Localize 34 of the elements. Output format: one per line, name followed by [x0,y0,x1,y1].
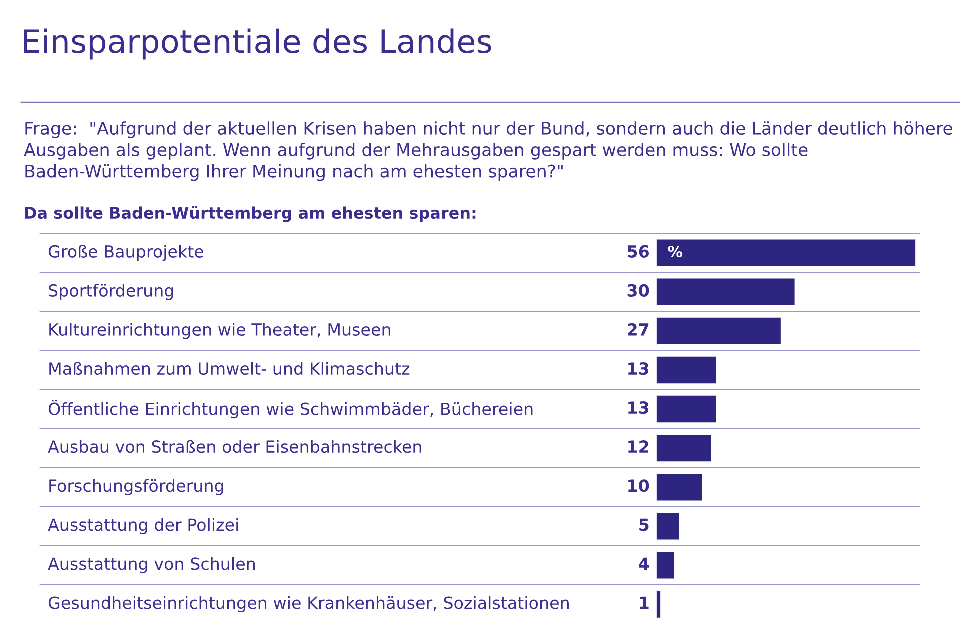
bar [656,277,796,307]
y-tick-label: Ausstattung der Polizei [48,518,238,534]
y-tick-label: Kultureinrichtungen wie Theater, Museen [50,323,390,340]
data-label: 30 [628,284,650,297]
data-label: 13 [628,402,649,414]
bar [656,512,680,542]
bar [656,238,916,268]
data-label: 13 [628,362,649,376]
bar [656,434,713,464]
text: Einsparpotentiale des Landes [24,28,492,60]
y-tick-label: Große Bauprojekte [48,245,204,262]
bar [656,355,718,385]
data-label: 27 [628,323,649,336]
bar [656,316,782,346]
annotation: % [668,246,683,258]
y-tick-label: Ausbau von Straßen oder Eisenbahnstrecken [48,440,422,454]
bar [656,590,662,620]
y-tick-label: Forschungsförderung [50,479,224,496]
bar [656,472,704,502]
data-label: 12 [628,440,648,453]
data-label: 1 [640,596,649,610]
data-label: 4 [639,558,650,570]
y-tick-label: Maßnahmen zum Umwelt- und Klimaschutz [50,362,410,376]
y-tick-label: Ausstattung von Schulen [48,557,255,574]
text: Da sollte Baden-Württemberg am ehesten sparen: [25,206,476,222]
bar [656,394,718,424]
y-tick-label: Sportförderung [49,284,174,300]
bar [656,550,676,580]
y-tick-label: Öffentliche Einrichtungen wie Schwimmbäder, Büchereien [48,400,533,419]
data-label: 10 [628,480,650,492]
data-label: 56 [628,245,650,258]
text: Frage: "Aufgrund der aktuellen Krisen haben nicht nur der Bund, sondern auch die Länder deutlich höhere Ausgaben als geplant. Wenn aufgrund der Mehrausgaben gespart werden muss: Wo sollte Baden-Württemberg Ihrer Meinung nach am ehesten sparen?" [24,122,953,182]
y-tick-label: Gesundheitseinrichtungen wie Krankenhäuser, Sozialstationen [48,596,569,613]
data-label: 5 [640,518,649,532]
